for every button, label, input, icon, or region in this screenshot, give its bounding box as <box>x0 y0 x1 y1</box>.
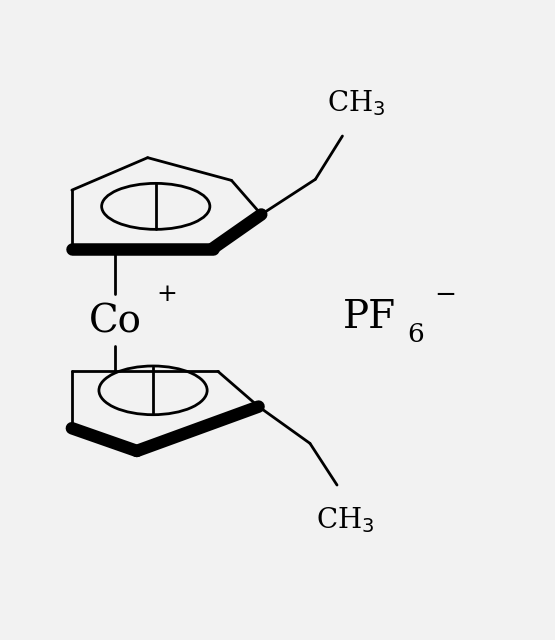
Text: −: − <box>434 282 456 307</box>
Text: Co: Co <box>89 303 142 340</box>
Text: CH$_3$: CH$_3$ <box>316 506 375 535</box>
Text: 6: 6 <box>407 322 424 347</box>
Text: +: + <box>156 282 177 305</box>
Text: CH$_3$: CH$_3$ <box>327 89 385 118</box>
Text: PF: PF <box>342 299 396 336</box>
